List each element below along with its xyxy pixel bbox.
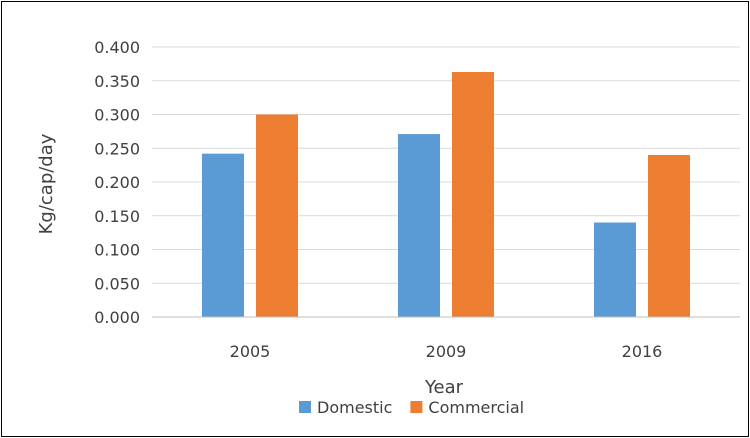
x-axis-title: Year [424,377,464,398]
bar-commercial-2005 [256,114,298,317]
y-tick-label: 0.400 [94,38,140,57]
bar-domestic-2016 [594,222,636,317]
y-tick-label: 0.000 [94,308,140,327]
y-tick-label: 0.050 [94,274,140,293]
bar-domestic-2009 [398,134,440,317]
y-tick-label: 0.200 [94,173,140,192]
y-tick-label: 0.150 [94,207,140,226]
legend-swatch-commercial [410,401,423,413]
y-axis-title: Kg/cap/day [36,133,57,234]
x-axis-ticks: 2005 2009 2016 [230,342,663,361]
legend-label-domestic: Domestic [317,398,392,417]
bar-commercial-2016 [648,155,690,317]
x-tick-label: 2009 [426,342,467,361]
y-tick-label: 0.100 [94,241,140,260]
y-tick-label: 0.300 [94,106,140,125]
legend: Domestic Commercial [299,398,524,417]
x-tick-label: 2005 [230,342,271,361]
y-tick-label: 0.250 [94,139,140,158]
bar-domestic-2005 [202,153,244,317]
bar-commercial-2009 [452,71,494,317]
legend-swatch-domestic [299,401,311,413]
y-axis-ticks: 0.000 0.050 0.100 0.150 0.200 0.250 0.300 0.350… [94,38,140,327]
legend-label-commercial: Commercial [428,398,524,417]
bars [202,71,690,317]
gridlines [152,46,740,284]
y-tick-label: 0.350 [94,72,140,91]
x-tick-label: 2016 [622,342,663,361]
